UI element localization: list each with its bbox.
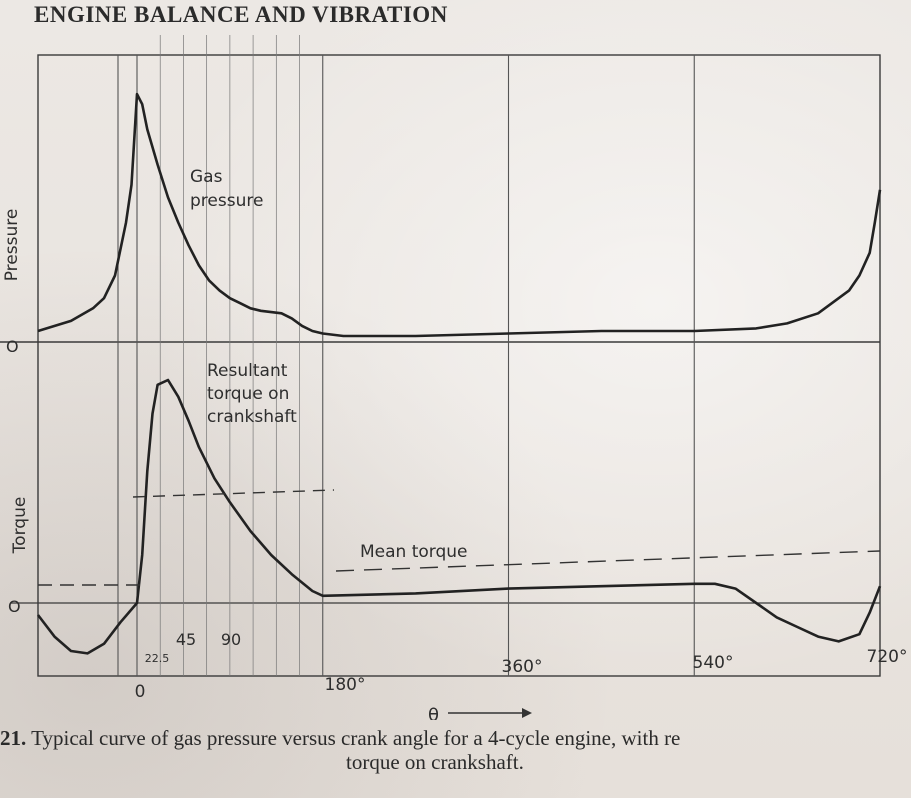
- gas-pressure-label-line2: pressure: [190, 191, 263, 211]
- resultant-torque-curve: [36, 378, 882, 655]
- mean-torque-label: Mean torque: [360, 542, 468, 562]
- data-curves: [36, 92, 882, 655]
- x-tick-label: 45: [176, 630, 196, 649]
- torque-label-line3: crankshaft: [207, 407, 297, 427]
- torque-label-line2: torque on: [207, 384, 289, 404]
- first-cycle-mean-line: [132, 489, 335, 498]
- x-tick-label: 0: [135, 682, 146, 702]
- pressure-zero-label: O: [6, 337, 19, 356]
- x-tick-label: 540°: [693, 653, 734, 673]
- page-header: ENGINE BALANCE AND VIBRATION: [34, 2, 448, 27]
- grid-lines: [0, 35, 881, 677]
- theta-axis-label: θ: [428, 705, 439, 720]
- torque-zero-label: O: [8, 597, 21, 616]
- gas-pressure-label-line1: Gas: [190, 167, 223, 187]
- caption-text-1: Typical curve of gas pressure versus cra…: [26, 726, 681, 750]
- figure-caption: 21. Typical curve of gas pressure versus…: [0, 726, 911, 774]
- torque-axis-label: Torque: [10, 497, 30, 555]
- x-tick-label: 180°: [325, 675, 366, 695]
- x-tick-label: 720°: [867, 647, 908, 667]
- x-tick-label: 360°: [502, 657, 543, 677]
- pressure-axis-label: Pressure: [2, 209, 22, 282]
- crank-angle-figure: Pressure O Torque O Gas pressure Resulta…: [0, 35, 908, 720]
- plot-frame: [37, 54, 881, 677]
- x-tick-label: 90: [221, 630, 241, 649]
- gas-pressure-curve: [37, 92, 882, 338]
- caption-line-1: 21. Typical curve of gas pressure versus…: [0, 726, 911, 750]
- caption-number: 21.: [0, 726, 27, 750]
- mean-torque-line: [335, 550, 881, 572]
- x-tick-label: 22.5: [145, 652, 170, 665]
- caption-line-2: torque on crankshaft.: [346, 750, 524, 774]
- x-tick-labels: 0 22.5 45 90 180° 360° 540° 720°: [135, 630, 908, 702]
- theta-arrow-head: [522, 708, 532, 718]
- torque-label-line1: Resultant: [207, 361, 288, 381]
